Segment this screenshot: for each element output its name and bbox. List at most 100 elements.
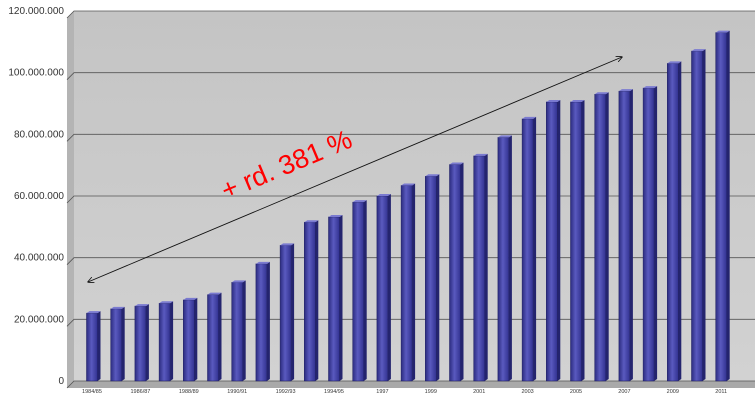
bar-front	[594, 94, 606, 382]
bar-front	[255, 263, 268, 382]
bar-front	[328, 216, 340, 382]
bar	[400, 183, 416, 382]
bar-front	[86, 312, 98, 382]
bar-front	[158, 303, 171, 382]
bar-side	[412, 183, 416, 381]
growth-arrow	[88, 57, 622, 282]
y-tick-label: 120.000.000	[8, 6, 64, 17]
y-tick-label: 60.000.000	[14, 191, 64, 202]
bar-side	[460, 162, 464, 381]
bar-side	[557, 99, 561, 381]
x-tick-label: 1984/85	[82, 389, 102, 395]
x-tick-label: 2001	[473, 389, 485, 395]
bar-front	[231, 282, 243, 382]
x-tick-label: 1986/87	[130, 389, 150, 395]
bar	[594, 92, 609, 382]
bar-front	[546, 101, 558, 382]
bar-side	[97, 311, 101, 381]
bar-front	[618, 90, 631, 382]
bar-side	[654, 86, 658, 381]
bar-front	[642, 87, 655, 382]
x-tick-label: 1990/91	[227, 389, 247, 395]
bar-front	[715, 32, 727, 382]
x-tick-label: 1992/93	[276, 389, 296, 395]
gridline	[66, 10, 755, 19]
x-tick-label: 2007	[618, 389, 630, 395]
bar-side	[484, 153, 488, 381]
bar-top	[183, 297, 198, 300]
bar-top	[715, 30, 730, 33]
bar-side	[581, 99, 585, 381]
y-tick-label: 0	[58, 376, 64, 387]
bar-side	[436, 174, 440, 381]
bar-side	[194, 297, 198, 381]
x-tick-label: 1999	[425, 389, 437, 395]
bar	[352, 200, 367, 382]
bar	[304, 220, 319, 382]
bar-side	[266, 261, 270, 381]
bar-top	[110, 306, 125, 309]
bar	[328, 214, 343, 382]
bar-front	[521, 118, 534, 382]
bar-front	[376, 195, 389, 382]
bar	[521, 116, 537, 382]
y-tick-label: 20.000.000	[14, 314, 64, 325]
bar-side	[533, 116, 537, 382]
bar	[642, 86, 658, 382]
y-tick-label: 80.000.000	[14, 129, 64, 140]
bar	[134, 304, 149, 382]
bar-top	[207, 292, 222, 295]
x-tick-label: 2005	[570, 389, 582, 395]
bar	[158, 301, 174, 382]
bar-top	[691, 49, 706, 52]
bar-top	[134, 304, 149, 307]
bar-front	[352, 201, 364, 382]
bar-front	[183, 299, 195, 382]
bar-front	[400, 185, 413, 382]
bar-top	[667, 61, 682, 64]
bar-front	[425, 176, 437, 382]
bar-front	[691, 50, 703, 382]
bar-side	[170, 301, 174, 381]
bar-side	[726, 30, 730, 381]
bar-side	[702, 49, 706, 381]
plot-floor	[67, 381, 755, 388]
bar-front	[134, 305, 147, 382]
x-tick-label: 1988/89	[179, 389, 199, 395]
bar-top	[86, 311, 101, 314]
bar	[183, 297, 198, 382]
y-tick-label: 40.000.000	[14, 253, 64, 264]
bar-side	[315, 220, 319, 381]
bar	[110, 306, 125, 382]
bar-front	[473, 155, 485, 382]
bar	[86, 311, 101, 382]
bar	[667, 61, 682, 382]
x-tick-label: 2003	[521, 389, 533, 395]
bar	[449, 162, 464, 382]
x-tick-label: 1994/95	[324, 389, 344, 395]
bar-side	[678, 61, 682, 382]
bar-side	[145, 304, 149, 381]
bar-side	[121, 306, 125, 381]
bar-front	[279, 245, 292, 382]
y-axis-tick-labels: 0 20.000.000 40.000.000 60.000.000 80.000.00…	[8, 6, 64, 387]
bar-side	[291, 243, 295, 381]
bar	[425, 174, 440, 382]
bar	[279, 243, 295, 382]
bar	[546, 99, 561, 382]
bar-side	[363, 200, 367, 381]
bar	[618, 89, 633, 382]
bar-side	[242, 280, 246, 381]
bar	[715, 30, 730, 382]
bar	[255, 261, 270, 382]
bar-top	[159, 301, 174, 304]
x-tick-label: 2009	[667, 389, 679, 395]
bar-side	[339, 214, 343, 381]
bar-front	[667, 63, 679, 382]
bar-front	[497, 137, 510, 382]
x-tick-label: 2011	[715, 389, 727, 395]
bar	[691, 49, 706, 382]
bar-front	[570, 101, 582, 382]
bar-front	[207, 294, 219, 382]
bar-front	[110, 308, 122, 382]
